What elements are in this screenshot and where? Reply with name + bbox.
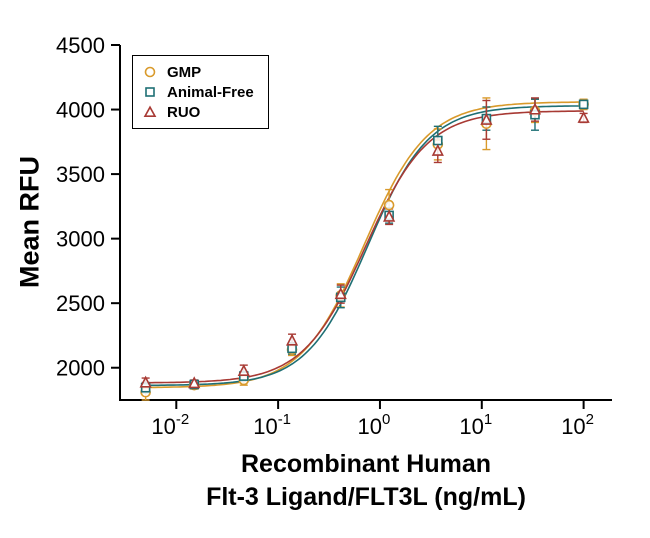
svg-text:100: 100 [358,411,391,439]
svg-text:10-1: 10-1 [253,411,291,439]
gmp-circle-icon [144,66,156,78]
svg-text:4500: 4500 [56,33,105,58]
svg-text:102: 102 [561,411,594,439]
legend-item-ruo: RUO [143,102,254,122]
legend-label-ruo: RUO [167,103,201,121]
legend-item-gmp: GMP [143,62,254,82]
svg-text:3000: 3000 [56,227,105,252]
x-axis-label-line2: Flt-3 Ligand/FLT3L (ng/mL) [206,482,526,511]
svg-text:4000: 4000 [56,98,105,123]
x-axis-label-line1: Recombinant Human [240,450,492,478]
svg-text:2000: 2000 [56,356,105,381]
legend-label-gmp: GMP [167,63,202,81]
legend: GMP Animal-Free RUO [132,55,269,129]
animal-free-square-icon [145,87,155,97]
legend-label-animal-free: Animal-Free [167,83,254,101]
legend-item-animal-free: Animal-Free [143,82,254,102]
y-axis-label: Mean RFU [14,155,45,289]
ruo-triangle-icon [143,105,157,117]
x-axis-label: Recombinant Human Flt-3 Ligand/FLT3L (ng… [120,448,612,513]
svg-text:2500: 2500 [56,291,105,316]
svg-text:3500: 3500 [56,162,105,187]
svg-text:101: 101 [459,411,492,439]
svg-text:10-2: 10-2 [151,411,189,439]
